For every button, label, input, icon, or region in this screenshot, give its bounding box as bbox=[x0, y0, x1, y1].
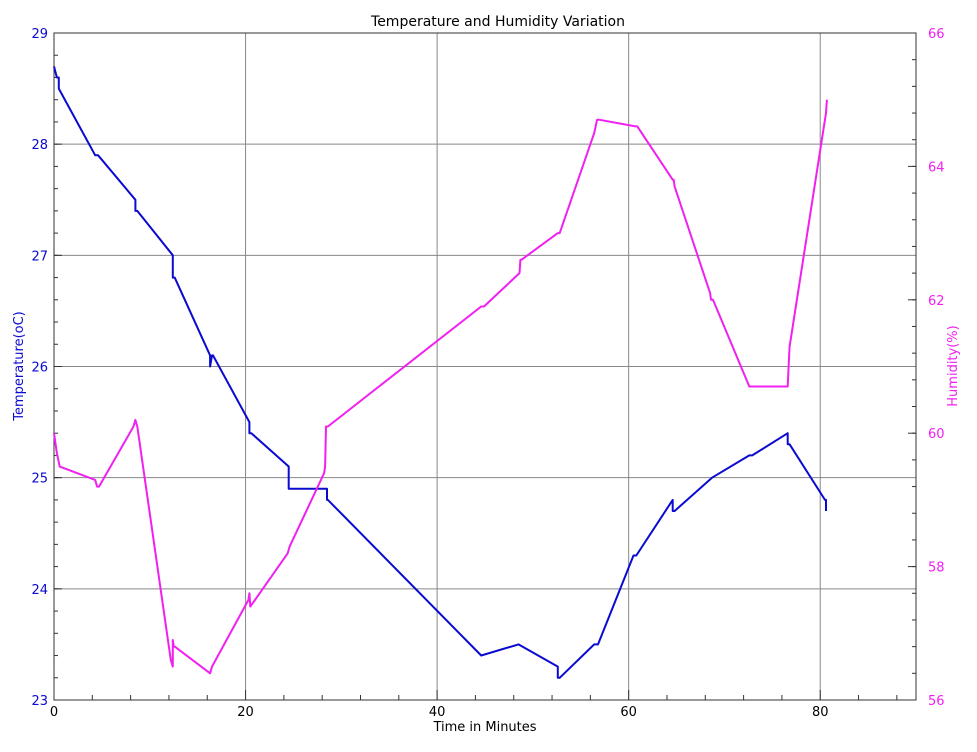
y-right-tick-label: 58 bbox=[928, 561, 945, 576]
y-left-tick-label: 29 bbox=[31, 27, 48, 42]
y-right-tick-label: 60 bbox=[928, 427, 945, 442]
y-left-tick-label: 26 bbox=[31, 361, 48, 376]
y-right-tick-label: 62 bbox=[928, 294, 945, 309]
x-axis-title: Time in Minutes bbox=[432, 720, 536, 735]
x-tick-label: 40 bbox=[429, 705, 446, 720]
x-tick-label: 0 bbox=[50, 705, 58, 720]
y-left-tick-label: 27 bbox=[31, 249, 48, 264]
y-right-tick-label: 56 bbox=[928, 694, 945, 709]
right-y-axis: 56 58 60 62 64 66 bbox=[908, 27, 945, 709]
y-left-tick-label: 28 bbox=[31, 138, 48, 153]
chart-title: Temperature and Humidity Variation bbox=[370, 14, 625, 30]
x-tick-label: 60 bbox=[620, 705, 637, 720]
x-tick-label: 20 bbox=[237, 705, 254, 720]
grid-lines bbox=[54, 33, 916, 700]
temperature-series-line bbox=[53, 66, 827, 679]
y-left-tick-label: 23 bbox=[31, 694, 48, 709]
left-y-axis-title: Temperature(oC) bbox=[12, 311, 27, 422]
left-y-axis: 23 24 25 26 27 28 29 bbox=[31, 27, 62, 709]
right-y-axis-title: Humidity(%) bbox=[946, 325, 961, 406]
y-left-tick-label: 25 bbox=[31, 472, 48, 487]
x-axis: 0 20 40 60 80 bbox=[50, 690, 898, 720]
y-right-tick-label: 64 bbox=[928, 160, 945, 175]
humidity-series-line bbox=[53, 99, 828, 675]
y-left-tick-label: 24 bbox=[31, 583, 48, 598]
x-tick-label: 80 bbox=[812, 705, 829, 720]
y-right-tick-label: 66 bbox=[928, 27, 945, 42]
